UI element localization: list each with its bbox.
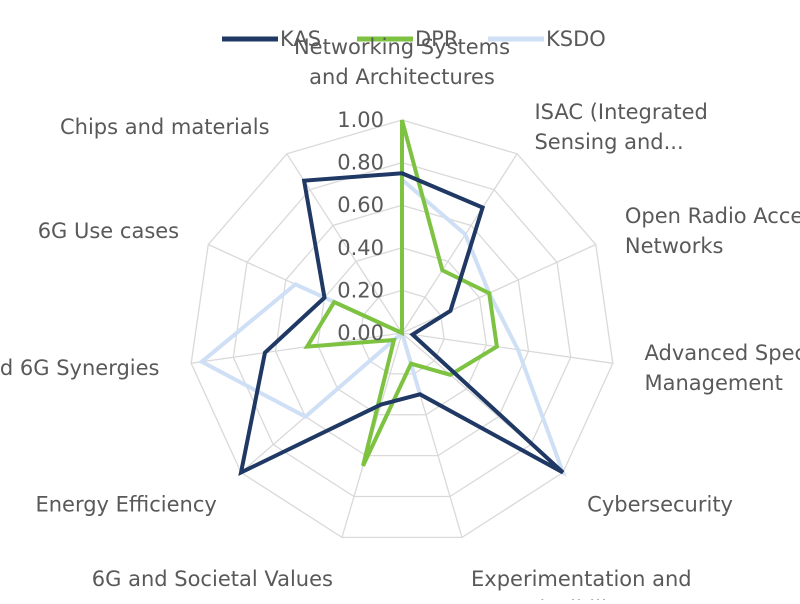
tick-label: 0.60 [337,193,384,217]
axis-label: Energy Efficiency [35,492,216,516]
axis-label-line: 6G and Societal Values [92,567,333,591]
axis-label-line: Advanced Spectrum [645,341,800,365]
legend-label-ksdo: KSDO [546,27,606,51]
axis-labels: Networking Systems and Architectures ISAC … [0,35,800,604]
axis-label-line: AI and 6G Synergies [0,356,159,380]
tick-label: 0.20 [337,278,384,302]
legend-label-kas: KAS [280,27,321,51]
axis-label: AI and 6G Synergies [0,356,159,380]
axis-label-line: Management [645,371,783,395]
axis-label: Chips and materials [60,115,270,139]
series-line-dpr [303,119,500,467]
tick-label: 0.80 [337,151,384,175]
axis-label: Advanced Spectrum Management [645,341,800,395]
axis-label-line: 6G Use cases [38,219,179,243]
grid-spoke [191,332,403,364]
grid-ring [359,289,445,375]
axis-label: Experimentation andReproducibility [471,567,692,600]
grid-ring [274,204,530,457]
tick-label: 0.40 [337,236,384,260]
axis-label: Networking Systems and Architectures [294,35,510,89]
axis-label-line: Networks [625,234,724,258]
axis-label: ISAC (Integrated Sensing and... [534,100,707,154]
tick-label: 0.00 [337,321,384,345]
grid-ring [190,119,614,539]
axis-label: Open Radio Access Networks [625,204,800,258]
axis-label-line: Cybersecurity [587,492,733,516]
axis-label-line: and Architectures [309,65,495,89]
grid-ring [232,161,572,498]
legend-label-dpr: DPR [415,27,458,51]
axis-label: 6G and Societal Values [92,567,333,591]
axis-label-line: Experimentation and [471,567,692,591]
series-line-kas [238,171,565,477]
tick-labels: 0.00 0.20 0.40 0.60 0.80 1.00 [337,108,384,345]
legend: KAS DPR KSDO [222,27,606,51]
grid-spoke [401,332,613,364]
grid-spoke [401,243,597,334]
axis-label-line: Chips and materials [60,115,270,139]
series-layer [198,119,567,477]
axis-label-line: Energy Efficiency [35,492,216,516]
axis-label-line: Open Radio Access [625,204,800,228]
axis-label-line: Networking Systems [294,35,510,59]
axis-label-line: Sensing and... [534,130,683,154]
grid-spoke [401,153,518,334]
axis-label-line: ISAC (Integrated [534,100,707,124]
axis-label: 6G Use cases [38,219,179,243]
grid-ring [316,247,488,416]
tick-label: 1.00 [337,108,384,132]
axis-label: Cybersecurity [587,492,733,516]
